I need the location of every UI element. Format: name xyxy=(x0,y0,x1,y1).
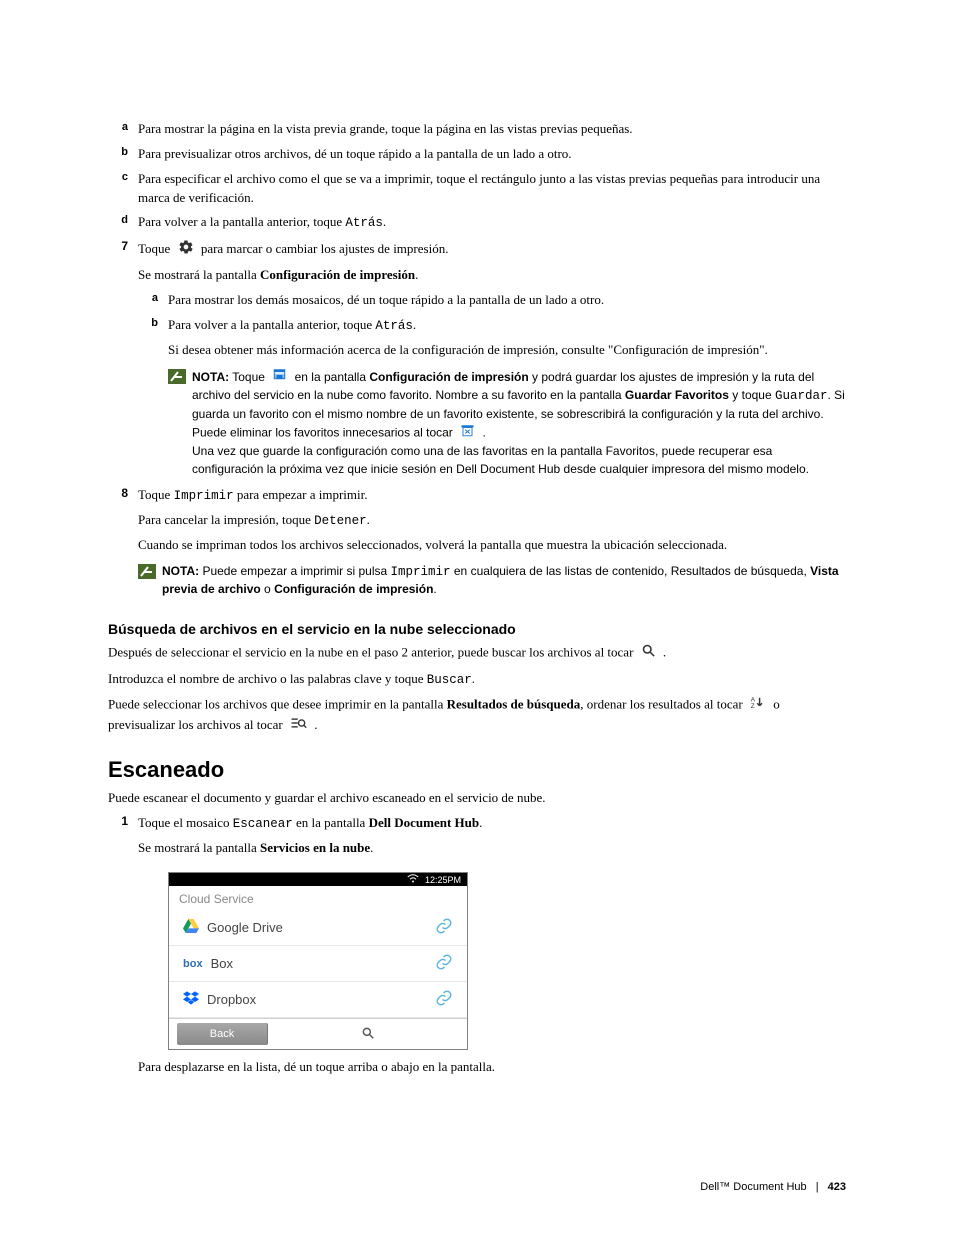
substep-d-mono: Atrás xyxy=(345,216,383,230)
note-icon xyxy=(138,564,156,579)
device-bottom-bar: Back xyxy=(169,1018,467,1049)
delete-favorite-icon xyxy=(460,423,475,443)
link-icon xyxy=(435,953,453,974)
note-block-2: NOTA: Puede empezar a imprimir si pulsa … xyxy=(138,563,846,599)
svg-text:Z: Z xyxy=(751,703,755,710)
substep-a-text: Para mostrar la página en la vista previ… xyxy=(138,121,633,136)
substep-d-pre: Para volver a la pantalla anterior, toqu… xyxy=(138,214,345,229)
step-8-l2: Para cancelar la impresión, toque Detene… xyxy=(138,511,846,530)
step-8-item: 8 Toque Imprimir para empezar a imprimir… xyxy=(108,486,846,555)
cloud-service-row-box[interactable]: box Box xyxy=(169,946,467,982)
substep-c: c Para especificar el archivo como el qu… xyxy=(108,170,846,208)
scan-step-1-number: 1 xyxy=(108,814,128,828)
step-7-subs: a Para mostrar los demás mosaicos, dé un… xyxy=(138,291,846,360)
cloud-service-screen: 12:25PM Cloud Service Google Drive xyxy=(168,872,468,1050)
box-label: Box xyxy=(211,956,233,971)
note-block-1: NOTA: Toque en la pantalla Configuración… xyxy=(168,368,846,478)
page-footer: Dell™ Document Hub | 423 xyxy=(700,1181,846,1193)
link-icon xyxy=(435,989,453,1010)
subsection-p1: Después de seleccionar el servicio en la… xyxy=(108,643,846,664)
search-icon xyxy=(641,643,656,664)
device-title: Cloud Service xyxy=(169,886,467,910)
cloud-service-row-gdrive[interactable]: Google Drive xyxy=(169,910,467,946)
save-favorite-icon xyxy=(272,368,287,387)
sort-icon: AZ xyxy=(750,695,766,716)
link-icon xyxy=(435,917,453,938)
step-7: 7 Toque para marcar o cambiar los ajuste… xyxy=(108,239,846,479)
section-intro: Puede escanear el documento y guardar el… xyxy=(108,789,846,808)
substep-b-text: Para previsualizar otros archivos, dé un… xyxy=(138,146,572,161)
device-search-button[interactable] xyxy=(268,1026,467,1043)
step-8-number: 8 xyxy=(108,486,128,500)
step-7-item: 7 Toque para marcar o cambiar los ajuste… xyxy=(108,239,846,479)
substep-c-text: Para especificar el archivo como el que … xyxy=(138,171,820,205)
after-screen-text: Para desplazarse en la lista, dé un toqu… xyxy=(138,1058,846,1077)
footer-title: Dell™ Document Hub xyxy=(700,1181,806,1193)
scan-step-1-item: 1 Toque el mosaico Escanear en la pantal… xyxy=(108,814,846,1077)
substep-d-post: . xyxy=(383,214,386,229)
wifi-icon xyxy=(407,874,419,885)
dropbox-label: Dropbox xyxy=(207,992,256,1007)
subsection-p2: Introduzca el nombre de archivo o las pa… xyxy=(108,670,846,689)
cloud-service-row-dropbox[interactable]: Dropbox xyxy=(169,982,467,1018)
gear-icon xyxy=(178,239,194,261)
substep-b: b Para previsualizar otros archivos, dé … xyxy=(108,145,846,164)
box-icon: box xyxy=(183,958,203,970)
device-time: 12:25PM xyxy=(425,875,461,885)
page-number: 423 xyxy=(828,1181,846,1193)
note-1-text: NOTA: Toque en la pantalla Configuración… xyxy=(192,368,846,478)
scan-step-1-l1: Toque el mosaico Escanear en la pantalla… xyxy=(138,814,846,833)
subsection-p3: Puede seleccionar los archivos que desee… xyxy=(108,695,846,736)
step-7-sub-a: a Para mostrar los demás mosaicos, dé un… xyxy=(138,291,846,310)
substep-a: a Para mostrar la página en la vista pre… xyxy=(108,120,846,139)
step-7-line1: Toque para marcar o cambiar los ajustes … xyxy=(138,239,846,261)
substep-list-pre7: a Para mostrar la página en la vista pre… xyxy=(108,120,846,233)
back-button[interactable]: Back xyxy=(177,1023,268,1045)
step-7-sub-b-extra: Si desea obtener más información acerca … xyxy=(168,341,846,360)
step-8-l1: Toque Imprimir para empezar a imprimir. xyxy=(138,486,846,505)
step-7-number: 7 xyxy=(108,239,128,253)
step-7-sub-b: b Para volver a la pantalla anterior, to… xyxy=(138,316,846,360)
section-title: Escaneado xyxy=(108,757,846,783)
substep-d: d Para volver a la pantalla anterior, to… xyxy=(108,213,846,232)
step-8: 8 Toque Imprimir para empezar a imprimir… xyxy=(108,486,846,555)
dropbox-icon xyxy=(183,991,199,1008)
step-7-line2: Se mostrará la pantalla Configuración de… xyxy=(138,266,846,285)
step-8-l3: Cuando se impriman todos los archivos se… xyxy=(138,536,846,555)
note-icon xyxy=(168,369,186,384)
document-page: a Para mostrar la página en la vista pre… xyxy=(0,0,954,1235)
preview-icon xyxy=(290,716,307,736)
scan-step-1: 1 Toque el mosaico Escanear en la pantal… xyxy=(108,814,846,1077)
scan-step-1-l2: Se mostrará la pantalla Servicios en la … xyxy=(138,839,846,858)
device-status-bar: 12:25PM xyxy=(169,873,467,886)
subsection-title: Búsqueda de archivos en el servicio en l… xyxy=(108,621,846,637)
note-2-text: NOTA: Puede empezar a imprimir si pulsa … xyxy=(162,563,846,599)
google-drive-icon xyxy=(183,919,199,936)
gdrive-label: Google Drive xyxy=(207,920,283,935)
